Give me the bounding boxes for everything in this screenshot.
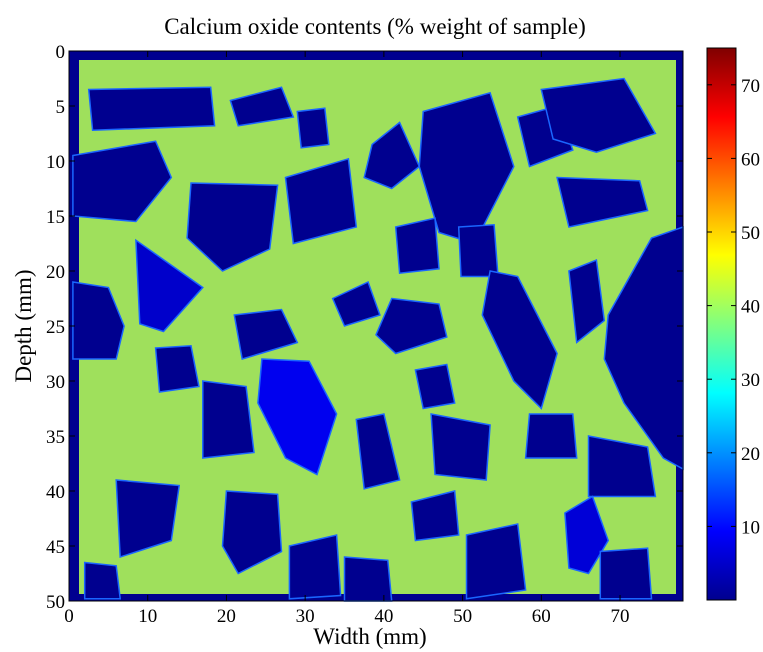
aggregate-region-6 bbox=[229, 86, 295, 127]
x-tick-label: 40 bbox=[374, 606, 393, 627]
x-tick-label: 60 bbox=[532, 606, 551, 627]
colorbar-tick-label: 60 bbox=[741, 149, 760, 170]
aggregate-region-20 bbox=[568, 258, 606, 344]
aggregate-region-28 bbox=[524, 413, 578, 459]
x-axis: 0 10 20 30 40 50 60 70 bbox=[64, 51, 630, 627]
y-tick-label: 40 bbox=[46, 482, 65, 503]
aggregate-layer bbox=[72, 77, 684, 602]
colorbar-tick-label: 40 bbox=[741, 297, 760, 318]
y-tick-label: 0 bbox=[56, 42, 66, 63]
y-tick-label: 45 bbox=[46, 537, 65, 558]
x-tick-label: 70 bbox=[611, 606, 630, 627]
aggregate-region-14 bbox=[135, 238, 204, 333]
aggregate-region-13 bbox=[457, 224, 499, 278]
colorbar-tick-label: 10 bbox=[741, 517, 760, 538]
aggregate-region-33 bbox=[410, 490, 460, 542]
aggregate-region-15 bbox=[72, 281, 125, 360]
aggregate-region-2 bbox=[72, 140, 173, 223]
aggregate-region-29 bbox=[587, 435, 657, 498]
aggregate-region-16 bbox=[331, 280, 381, 327]
y-tick-label: 25 bbox=[46, 317, 65, 338]
aggregate-region-37 bbox=[599, 547, 653, 600]
colorbar-gradient bbox=[706, 47, 737, 601]
chart-title: Calcium oxide contents (% weight of samp… bbox=[164, 14, 586, 39]
y-tick-label: 20 bbox=[46, 262, 65, 283]
y-tick-label: 10 bbox=[46, 152, 65, 173]
aggregate-region-18 bbox=[233, 308, 299, 360]
aggregate-region-25 bbox=[414, 363, 456, 410]
aggregate-region-38 bbox=[83, 561, 122, 600]
x-tick-label: 20 bbox=[217, 606, 236, 627]
x-axis-label: Width (mm) bbox=[313, 624, 426, 649]
y-tick-label: 50 bbox=[46, 592, 65, 613]
aggregate-region-1 bbox=[87, 86, 216, 131]
aggregate-region-27 bbox=[430, 413, 491, 481]
aggregate-region-30 bbox=[115, 479, 181, 559]
y-tick-label: 15 bbox=[46, 207, 65, 228]
aggregate-region-23 bbox=[257, 358, 338, 476]
x-tick-label: 30 bbox=[296, 606, 315, 627]
x-tick-label: 50 bbox=[453, 606, 472, 627]
aggregate-region-26 bbox=[355, 413, 401, 490]
aggregate-region-7 bbox=[296, 107, 330, 149]
aggregate-region-34 bbox=[465, 523, 527, 600]
colorbar-tick-label: 30 bbox=[741, 370, 760, 391]
y-tick-label: 30 bbox=[46, 372, 65, 393]
y-axis: 0 5 10 15 20 25 30 35 40 45 50 bbox=[46, 42, 683, 613]
aggregate-region-10 bbox=[540, 77, 657, 153]
aggregate-region-5 bbox=[363, 121, 421, 190]
aggregate-region-4 bbox=[284, 157, 358, 245]
aggregate-region-12 bbox=[394, 217, 440, 275]
colorbar: 10 20 30 40 50 60 70 bbox=[706, 47, 760, 601]
aggregate-region-36 bbox=[343, 556, 393, 602]
aggregate-region-11 bbox=[556, 176, 649, 228]
y-tick-label: 5 bbox=[56, 97, 66, 118]
y-axis-label: Depth (mm) bbox=[11, 269, 36, 382]
y-tick-label: 35 bbox=[46, 427, 65, 448]
aggregate-region-17 bbox=[375, 297, 448, 355]
x-tick-label: 0 bbox=[64, 606, 74, 627]
colorbar-ticks: 10 20 30 40 50 60 70 bbox=[707, 76, 760, 538]
aggregate-region-21 bbox=[603, 225, 684, 471]
aggregate-region-22 bbox=[154, 345, 200, 393]
aggregate-region-31 bbox=[221, 490, 283, 575]
colorbar-tick-label: 70 bbox=[741, 76, 760, 97]
aggregate-region-35 bbox=[564, 495, 610, 575]
plot-area bbox=[68, 50, 684, 602]
aggregate-region-3 bbox=[186, 182, 279, 272]
aggregate-region-19 bbox=[481, 270, 558, 410]
x-tick-label: 10 bbox=[138, 606, 157, 627]
aggregate-region-24 bbox=[202, 380, 255, 459]
aggregate-region-32 bbox=[288, 534, 342, 600]
colorbar-tick-label: 50 bbox=[741, 223, 760, 244]
colorbar-tick-label: 20 bbox=[741, 444, 760, 465]
